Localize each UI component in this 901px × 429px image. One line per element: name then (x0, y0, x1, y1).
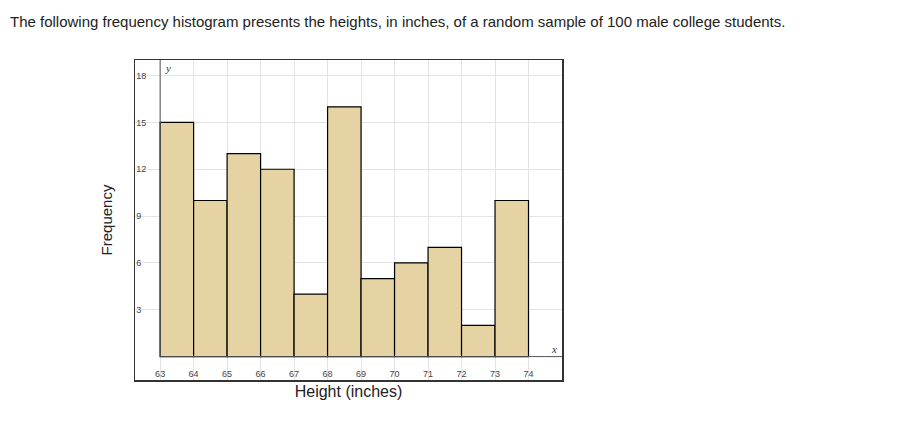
svg-text:72: 72 (457, 369, 467, 379)
svg-text:63: 63 (155, 369, 165, 379)
svg-text:The following frequency histog: The following frequency histogram presen… (10, 13, 785, 30)
svg-text:70: 70 (390, 369, 400, 379)
svg-text:9: 9 (136, 211, 141, 221)
svg-text:69: 69 (356, 369, 366, 379)
svg-text:66: 66 (256, 369, 266, 379)
svg-text:73: 73 (490, 369, 500, 379)
svg-text:64: 64 (189, 369, 199, 379)
svg-text:y: y (165, 62, 171, 74)
svg-text:67: 67 (289, 369, 299, 379)
svg-text:71: 71 (423, 369, 433, 379)
svg-text:68: 68 (323, 369, 333, 379)
svg-text:15: 15 (136, 118, 146, 128)
svg-text:x: x (551, 343, 557, 355)
svg-text:3: 3 (136, 305, 141, 315)
svg-text:18: 18 (136, 71, 146, 81)
svg-text:12: 12 (136, 164, 146, 174)
svg-text:74: 74 (524, 369, 534, 379)
svg-text:6: 6 (136, 258, 141, 268)
svg-text:65: 65 (222, 369, 232, 379)
svg-text:Height (inches): Height (inches) (295, 383, 403, 400)
svg-text:Frequency: Frequency (98, 184, 115, 255)
